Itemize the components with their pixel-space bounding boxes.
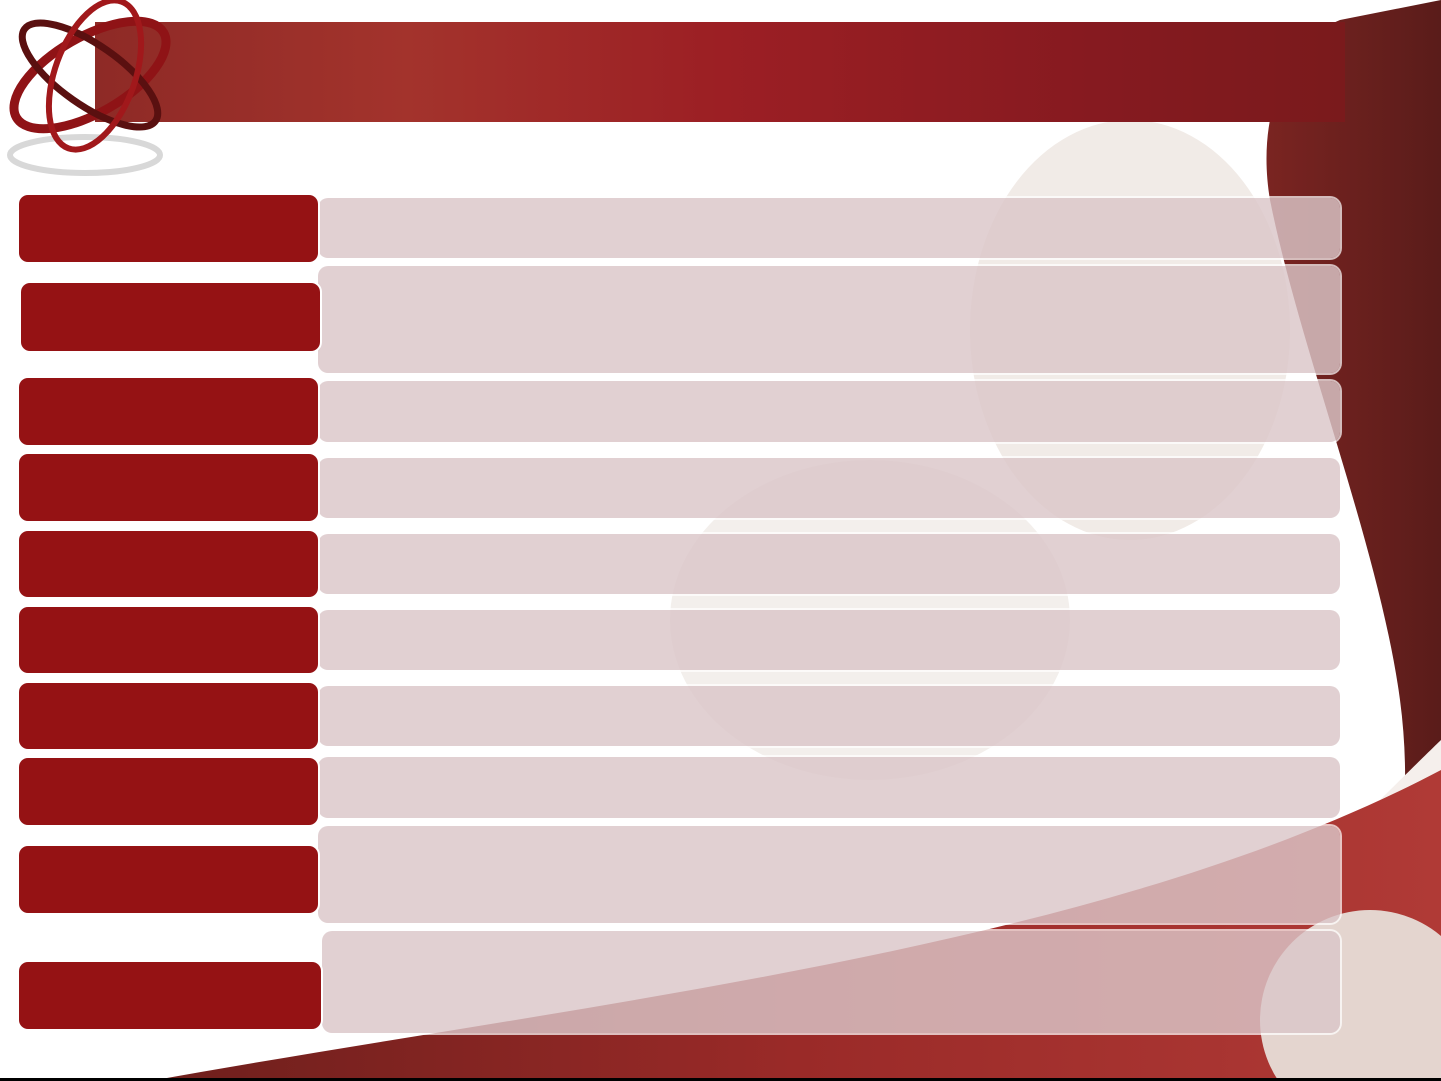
row-1-content (318, 198, 1340, 258)
row-2-label (21, 283, 320, 351)
row-2-content (318, 266, 1340, 373)
row-3-content (318, 381, 1340, 442)
row-8-content (318, 757, 1340, 818)
row-6-content (318, 610, 1340, 670)
row-10-content (322, 931, 1340, 1033)
row-7-content (318, 686, 1340, 746)
row-5-label (19, 531, 318, 597)
row-9-label (19, 846, 318, 913)
row-4-content (318, 458, 1340, 518)
row-9-content (318, 826, 1340, 923)
row-6-label (19, 607, 318, 673)
row-4-label (19, 454, 318, 521)
header-banner (95, 22, 1345, 122)
row-3-label (19, 378, 318, 445)
row-10-label (19, 962, 321, 1029)
row-1-label (19, 195, 318, 262)
logo-icon (7, 0, 171, 176)
row-8-label (19, 758, 318, 825)
row-7-label (19, 683, 318, 749)
bottom-edge (0, 1078, 1441, 1081)
row-5-content (318, 534, 1340, 594)
